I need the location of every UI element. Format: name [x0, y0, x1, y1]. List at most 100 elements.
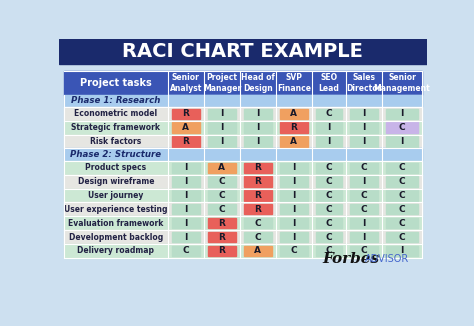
Text: I: I [184, 205, 188, 214]
Text: R: R [219, 246, 225, 255]
Bar [280, 218, 308, 228]
Bar [168, 95, 204, 107]
Bar [208, 218, 236, 228]
Text: C: C [182, 246, 189, 255]
Bar [382, 148, 422, 161]
Text: C: C [399, 205, 405, 214]
Bar [312, 148, 346, 161]
Bar [64, 175, 422, 188]
Text: I: I [292, 232, 296, 242]
Text: C: C [361, 205, 367, 214]
Bar [316, 136, 342, 147]
Bar [64, 202, 422, 216]
Text: Evaluation framework: Evaluation framework [68, 219, 164, 228]
Bar [204, 148, 240, 161]
Text: C: C [255, 232, 261, 242]
Text: Phase 2: Structure: Phase 2: Structure [70, 150, 162, 159]
Bar [208, 163, 236, 173]
Text: C: C [219, 205, 225, 214]
Text: C: C [326, 246, 332, 255]
Text: C: C [255, 219, 261, 228]
Text: C: C [326, 163, 332, 172]
Text: Delivery roadmap: Delivery roadmap [77, 246, 155, 255]
Bar [244, 136, 272, 147]
Text: A: A [291, 109, 297, 118]
Text: C: C [326, 109, 332, 118]
Text: C: C [326, 219, 332, 228]
Text: Project tasks: Project tasks [80, 78, 152, 88]
Bar [244, 218, 272, 228]
Bar [316, 176, 342, 187]
Text: I: I [362, 123, 365, 132]
Text: I: I [292, 177, 296, 186]
Bar [208, 123, 236, 133]
Bar [244, 190, 272, 200]
Bar [244, 123, 272, 133]
Bar [346, 148, 382, 161]
Text: C: C [219, 177, 225, 186]
Bar [172, 232, 200, 242]
Bar [346, 95, 382, 107]
Bar [172, 123, 200, 133]
Text: C: C [399, 123, 405, 132]
Bar [64, 95, 422, 107]
Bar [172, 246, 200, 256]
Bar [64, 148, 422, 161]
Bar [350, 246, 378, 256]
Bar [316, 218, 342, 228]
Bar [172, 163, 200, 173]
Text: I: I [184, 163, 188, 172]
Text: I: I [184, 232, 188, 242]
Text: R: R [291, 123, 297, 132]
Text: R: R [255, 177, 261, 186]
Text: C: C [361, 191, 367, 200]
Text: SEO
Lead: SEO Lead [319, 73, 339, 93]
Text: C: C [361, 163, 367, 172]
Bar [64, 216, 422, 230]
Bar [240, 95, 276, 107]
Bar [316, 163, 342, 173]
Bar [350, 176, 378, 187]
Bar [244, 204, 272, 215]
Text: I: I [256, 109, 260, 118]
Bar [386, 190, 418, 200]
Bar [172, 204, 200, 215]
Bar [244, 163, 272, 173]
Text: I: I [400, 137, 404, 146]
Bar [276, 95, 312, 107]
Bar [316, 109, 342, 119]
Bar [350, 232, 378, 242]
Text: I: I [184, 219, 188, 228]
Text: Forbes: Forbes [323, 252, 380, 266]
Text: R: R [182, 137, 189, 146]
Bar [386, 176, 418, 187]
Text: C: C [399, 177, 405, 186]
Text: RACI CHART EXAMPLE: RACI CHART EXAMPLE [122, 42, 364, 61]
Bar [208, 246, 236, 256]
Bar [172, 109, 200, 119]
Bar [208, 136, 236, 147]
Bar [350, 204, 378, 215]
Bar [64, 244, 422, 258]
Text: I: I [184, 177, 188, 186]
Bar [244, 109, 272, 119]
Bar [280, 232, 308, 242]
Bar [312, 95, 346, 107]
Text: I: I [220, 137, 224, 146]
Text: User experience testing: User experience testing [64, 205, 168, 214]
Bar [59, 39, 427, 64]
Bar [382, 95, 422, 107]
Bar [240, 148, 276, 161]
Text: Head of
Design: Head of Design [241, 73, 275, 93]
Bar [244, 176, 272, 187]
Bar [208, 232, 236, 242]
Bar [208, 204, 236, 215]
Text: A: A [182, 123, 190, 132]
Bar [172, 136, 200, 147]
Text: Risk factors: Risk factors [90, 137, 142, 146]
Bar [64, 121, 422, 135]
Bar [280, 109, 308, 119]
Bar [386, 136, 418, 147]
Bar [386, 163, 418, 173]
Text: C: C [219, 191, 225, 200]
